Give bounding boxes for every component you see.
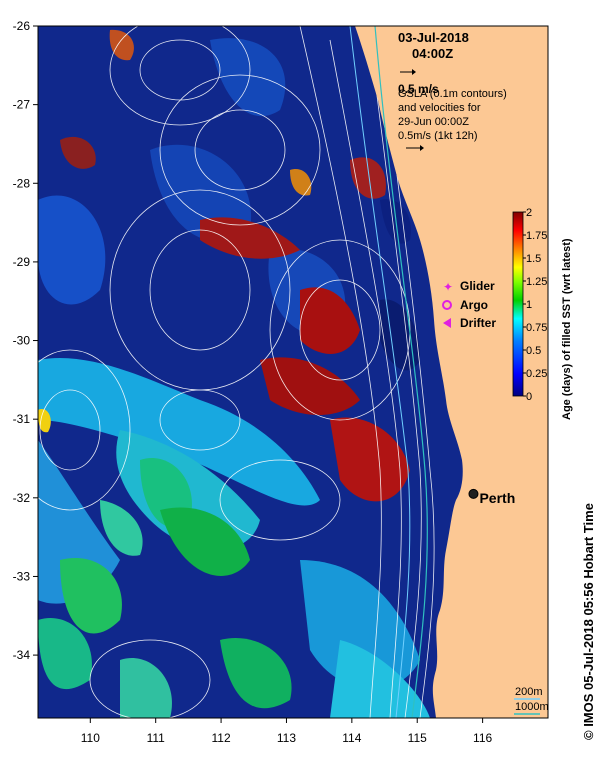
platform-legend: ✦ Glider Argo Drifter: [442, 279, 496, 330]
isobath-1000m: [374, 26, 428, 718]
drifter-marker-icon: [443, 318, 451, 328]
lat-tick-label: -31: [13, 412, 31, 426]
legend-glider: Glider: [460, 279, 495, 293]
lon-tick-label: 110: [81, 731, 100, 745]
colorbar-tick-label: 0.25: [526, 368, 547, 380]
lat-tick-label: -32: [13, 491, 31, 505]
colorbar-tick-label: 0: [526, 391, 532, 403]
isobath-200-label: 200m: [515, 686, 543, 698]
map-frame: [37, 25, 549, 719]
contour-note-line-3: 29-Jun 00:00Z: [398, 116, 469, 128]
land-mass: [355, 26, 548, 718]
colorbar-tick-label: 1.75: [526, 230, 547, 242]
perth-marker: Perth: [468, 488, 515, 506]
legend-argo: Argo: [460, 298, 488, 312]
credit-text: © IMOS 05-Jul-2018 05:56 Hobart Time: [581, 503, 596, 740]
colorbar-title: Age (days) of filled SST (wrt latest): [561, 238, 573, 420]
colorbar-gradient: [512, 211, 524, 397]
colorbar-tick-label: 1: [526, 299, 532, 311]
vector-scale-label: 0.5 m/s: [398, 82, 439, 96]
colorbar-ticks: 0 0.25 0.5 0.75 1 1.25 1.5 1.75 2: [523, 207, 547, 403]
colorbar: 0 0.25 0.5 0.75 1 1.25 1.5 1.75 2 Age (days) of …: [512, 207, 573, 420]
lat-tick-label: -34: [13, 648, 31, 662]
argo-marker-icon: [442, 300, 452, 310]
glider-marker-icon: ✦: [443, 280, 453, 294]
lat-tick-label: -29: [13, 255, 31, 269]
contour-note-line-1: GSLA (0.1m contours): [398, 88, 507, 100]
lat-tick-label: -27: [13, 98, 31, 112]
lon-tick-label: 116: [473, 731, 492, 745]
lon-tick-label: 113: [277, 731, 296, 745]
colorbar-tick-label: 0.75: [526, 322, 547, 334]
colorbar-tick-label: 0.5: [526, 345, 541, 357]
lon-tick-label: 114: [342, 731, 361, 745]
lon-tick-label: 115: [408, 731, 427, 745]
lat-tick-label: -30: [13, 334, 31, 348]
lon-tick-label: 111: [147, 731, 166, 745]
colorbar-tick-label: 1.25: [526, 276, 547, 288]
contour-note-line-2: and velocities for: [398, 102, 481, 114]
lat-tick-label: -26: [13, 19, 31, 33]
colorbar-tick-label: 1.5: [526, 253, 541, 265]
scale-arrow-1: [400, 69, 416, 75]
lat-tick-label: -28: [13, 176, 31, 190]
axis-ticks: 110 111 112 113 114 115 116 -26 -27 -28 -29 -30 -31 -…: [13, 19, 493, 745]
sst-age-patches: [38, 29, 430, 718]
scale-arrow-2: [406, 145, 424, 151]
city-dot-icon: [468, 488, 479, 499]
city-label: Perth: [479, 490, 515, 506]
colorbar-tick-label: 2: [526, 207, 532, 219]
isobath-200m: [349, 26, 411, 718]
lon-tick-label: 112: [212, 731, 231, 745]
contour-note-line-4: 0.5m/s (1kt 12h): [398, 130, 477, 142]
map-date: 03-Jul-2018: [398, 30, 469, 45]
map-area: [38, 26, 548, 718]
legend-drifter: Drifter: [460, 316, 496, 330]
lat-tick-label: -33: [13, 569, 31, 583]
isobath-1000-label: 1000m: [515, 701, 549, 713]
map-time: 04:00Z: [412, 46, 453, 61]
